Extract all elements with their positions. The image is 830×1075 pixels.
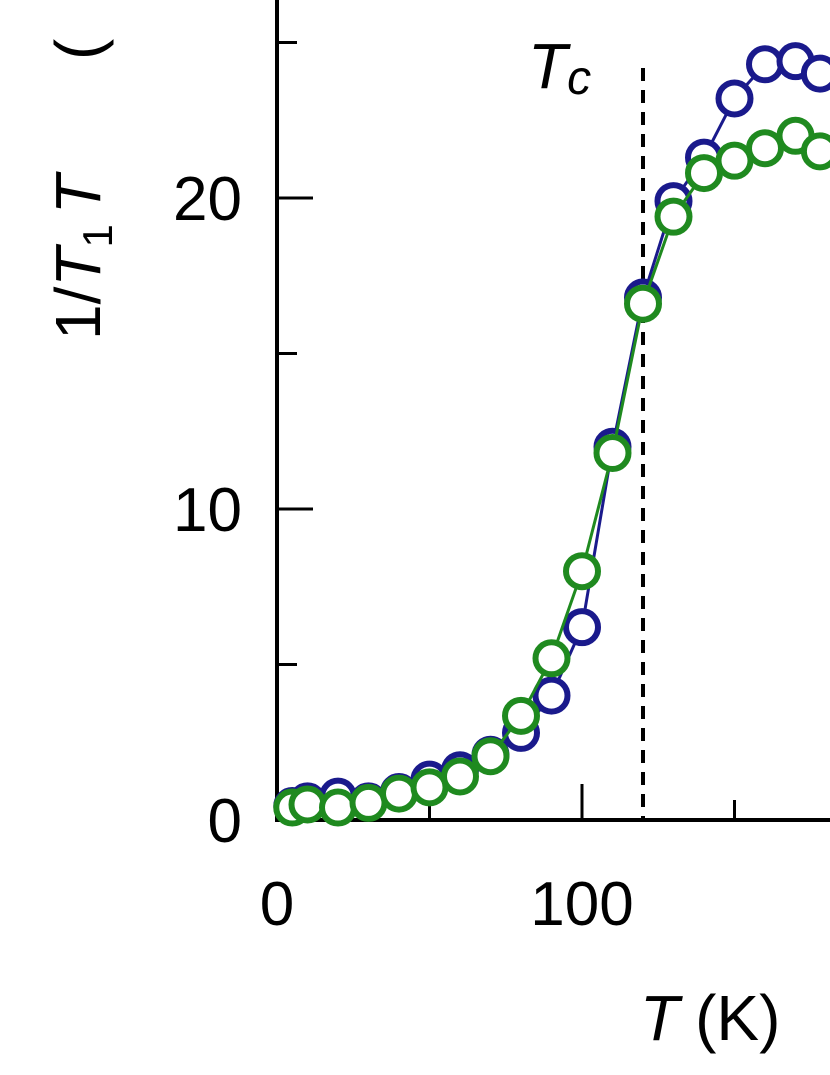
data-point (441, 757, 479, 796)
data-point (349, 783, 388, 822)
data-point (800, 54, 830, 93)
y-axis-title-sub: 1 (74, 224, 121, 247)
x-axis-title-var: T (640, 982, 683, 1054)
data-point (410, 768, 449, 807)
data-point (624, 284, 662, 323)
data-point (380, 774, 418, 813)
tc-label-var: T (528, 30, 571, 102)
data-point (715, 79, 754, 118)
data-point (654, 197, 693, 236)
y-axis-title-paren: ( (42, 39, 114, 60)
tc-marker: Tc (528, 30, 645, 820)
data-point (746, 45, 784, 84)
data-point (532, 639, 571, 678)
y-axis-title-suffix: T (42, 171, 114, 214)
data-point (746, 129, 784, 168)
data-point (532, 676, 571, 715)
x-tick-label: 100 (530, 870, 633, 939)
y-tick-label: 0 (208, 787, 242, 856)
y-axis-title-text: 1/T1T (42, 171, 121, 340)
data-point (685, 154, 723, 193)
data-point (288, 785, 327, 824)
tc-label: Tc (528, 30, 591, 105)
plot-series (273, 42, 830, 827)
tc-label-sub: c (567, 52, 591, 105)
y-tick-label: 20 (173, 165, 242, 234)
series-2 (273, 116, 830, 827)
data-point (593, 434, 632, 473)
data-point (563, 608, 601, 647)
data-point (800, 132, 830, 171)
data-point (715, 141, 754, 180)
x-tick-label: 0 (260, 870, 294, 939)
y-axis-title-var: T (42, 244, 114, 287)
y-axis-title-prefix: 1/ (42, 286, 114, 340)
data-point (471, 737, 510, 776)
x-axis-title-unit: (K) (695, 982, 780, 1054)
x-axis-title: T (K) (640, 982, 780, 1054)
y-tick-label: 10 (173, 476, 242, 545)
axes: 0 10 20 0 100 (173, 0, 830, 939)
data-point (319, 788, 357, 827)
data-point (563, 552, 601, 591)
data-point (502, 696, 540, 735)
y-axis-title: 1/T1T ( (42, 39, 121, 340)
